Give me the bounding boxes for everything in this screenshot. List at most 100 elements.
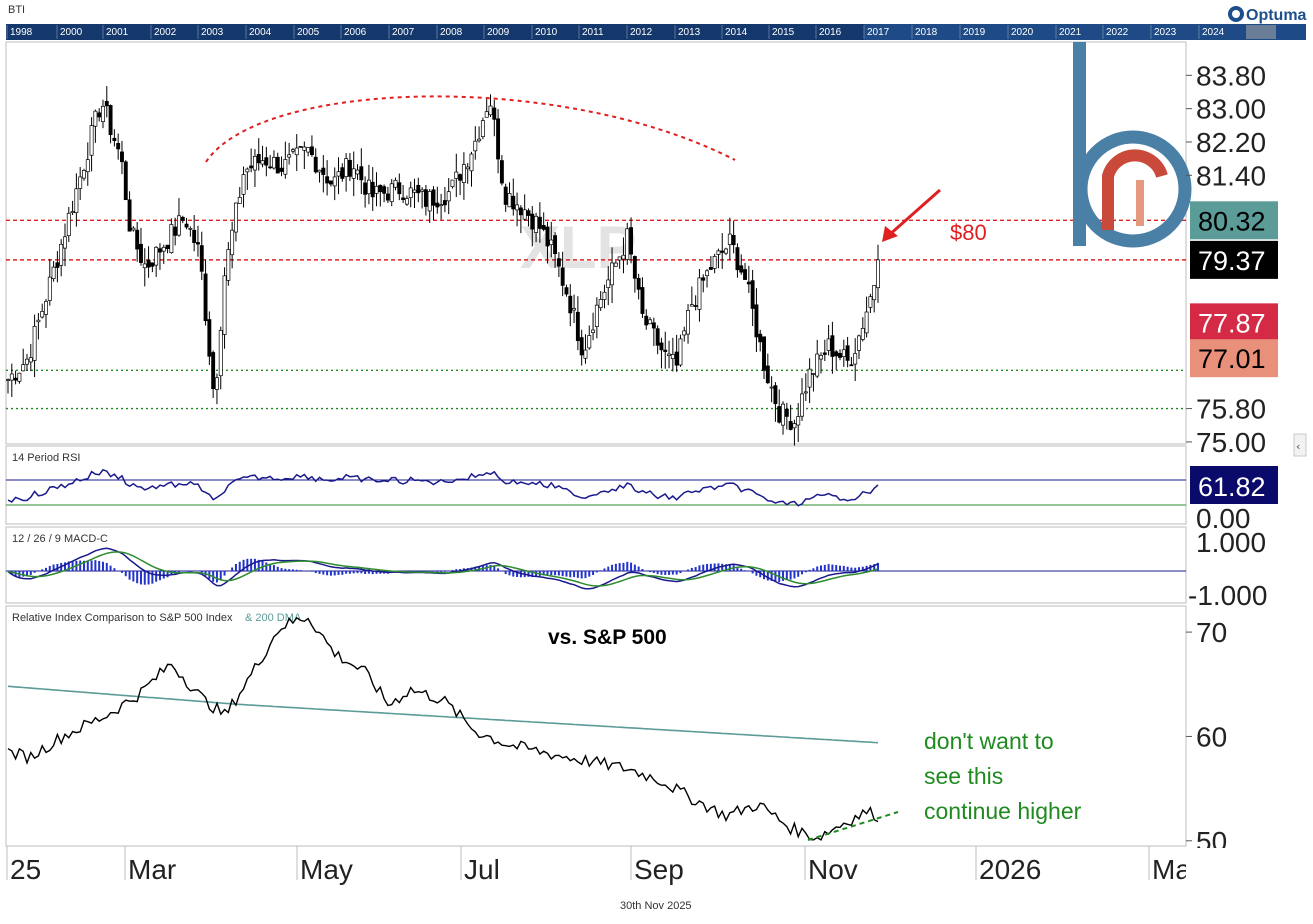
candle-body xyxy=(104,100,109,107)
panel-collapse-button[interactable] xyxy=(1293,433,1307,457)
price-badge xyxy=(1190,339,1278,378)
candle-body xyxy=(427,191,432,212)
candle-body xyxy=(549,239,554,245)
candle-body xyxy=(154,246,159,266)
candle-body xyxy=(503,186,508,205)
timeline-year: 2019 xyxy=(963,27,986,38)
price-tick: 83.00 xyxy=(1196,94,1266,125)
candle-body xyxy=(758,333,763,343)
candle-body xyxy=(701,277,706,281)
candle-body xyxy=(522,209,527,220)
candle-body xyxy=(177,215,181,236)
candle-body xyxy=(268,166,273,169)
candle-body xyxy=(123,161,128,201)
candle-body xyxy=(328,180,333,185)
candle-body xyxy=(420,189,425,192)
macd-signal-line xyxy=(7,551,879,587)
price-tick: 83.80 xyxy=(1196,60,1266,91)
candle-body xyxy=(484,111,489,118)
price-tick: 75.00 xyxy=(1196,427,1266,458)
candle-body xyxy=(222,275,227,335)
candle-body xyxy=(290,149,295,152)
annotation-80: $80 xyxy=(950,220,987,245)
candle-body xyxy=(442,200,447,206)
candle-body xyxy=(336,171,341,177)
candle-body xyxy=(518,207,523,216)
candle-body xyxy=(36,319,41,323)
candle-body xyxy=(446,191,451,202)
candle-body xyxy=(553,235,558,255)
candle-body xyxy=(682,330,687,336)
candle-body xyxy=(6,379,10,381)
rsi-tick-0: 0.00 xyxy=(1196,503,1251,534)
candle-body xyxy=(66,212,71,237)
month-label: Jul xyxy=(464,854,500,885)
timeline-year: 2017 xyxy=(867,27,890,38)
candle-body xyxy=(199,245,204,272)
candle-body xyxy=(25,358,29,365)
candle-body xyxy=(849,364,854,367)
candle-body xyxy=(621,254,626,260)
candle-body xyxy=(309,146,314,155)
timeline-year: 2014 xyxy=(725,27,748,38)
price-tick: 75.80 xyxy=(1196,394,1266,425)
candle-body xyxy=(712,256,717,269)
candle-body xyxy=(393,179,398,188)
rsi-badge xyxy=(1190,466,1278,504)
candle-body xyxy=(602,291,607,300)
candle-body xyxy=(689,304,694,307)
candle-body xyxy=(40,311,45,318)
candle-body xyxy=(302,146,307,151)
candle-body xyxy=(583,349,588,359)
candle-body xyxy=(819,355,823,360)
macd-title: 12 / 26 / 9 MACD-C xyxy=(12,533,108,545)
candle-body xyxy=(648,319,653,325)
candle-body xyxy=(218,330,223,377)
candle-body xyxy=(317,169,322,173)
candle-body xyxy=(762,336,766,371)
timeline-year: 2015 xyxy=(772,27,795,38)
candle-body xyxy=(439,204,444,207)
candle-body xyxy=(469,153,474,172)
candle-body xyxy=(857,335,861,351)
candle-body xyxy=(70,211,75,214)
candle-body xyxy=(450,179,455,188)
timeline-year: 2024 xyxy=(1202,27,1225,38)
candle-body xyxy=(507,193,512,208)
candle-body xyxy=(412,189,417,193)
candle-body xyxy=(416,184,421,194)
candle-body xyxy=(667,353,671,356)
candle-body xyxy=(537,216,542,229)
candle-body xyxy=(739,265,744,273)
candle-body xyxy=(397,182,402,195)
candle-body xyxy=(165,244,170,250)
month-label: 25 xyxy=(10,854,41,885)
candle-body xyxy=(78,176,83,189)
candle-body xyxy=(146,259,151,268)
candle-body xyxy=(716,250,721,255)
candle-body xyxy=(876,259,880,289)
candle-body xyxy=(32,326,37,361)
candle-body xyxy=(864,311,869,334)
candle-body xyxy=(431,189,436,206)
candle-body xyxy=(781,403,785,426)
candle-body xyxy=(192,229,197,243)
timeline-year: 2012 xyxy=(630,27,653,38)
candle-body xyxy=(663,349,668,352)
timeline-current-window[interactable] xyxy=(1246,25,1276,39)
candle-body xyxy=(423,189,428,207)
candle-body xyxy=(473,140,478,152)
candle-body xyxy=(811,373,816,375)
price-panel: XLP $80 xyxy=(6,42,1192,447)
candle-body xyxy=(17,372,22,382)
macd-tick-0: 1.000 xyxy=(1196,527,1266,558)
candle-body xyxy=(139,243,143,263)
candle-body xyxy=(237,196,242,204)
timeline-year: 2004 xyxy=(249,27,272,38)
candle-body xyxy=(617,256,622,261)
candle-body xyxy=(499,160,504,184)
annotation-arrow-shaft xyxy=(887,188,941,238)
price-badge-value: 77.01 xyxy=(1198,344,1266,374)
candle-body xyxy=(526,210,531,216)
